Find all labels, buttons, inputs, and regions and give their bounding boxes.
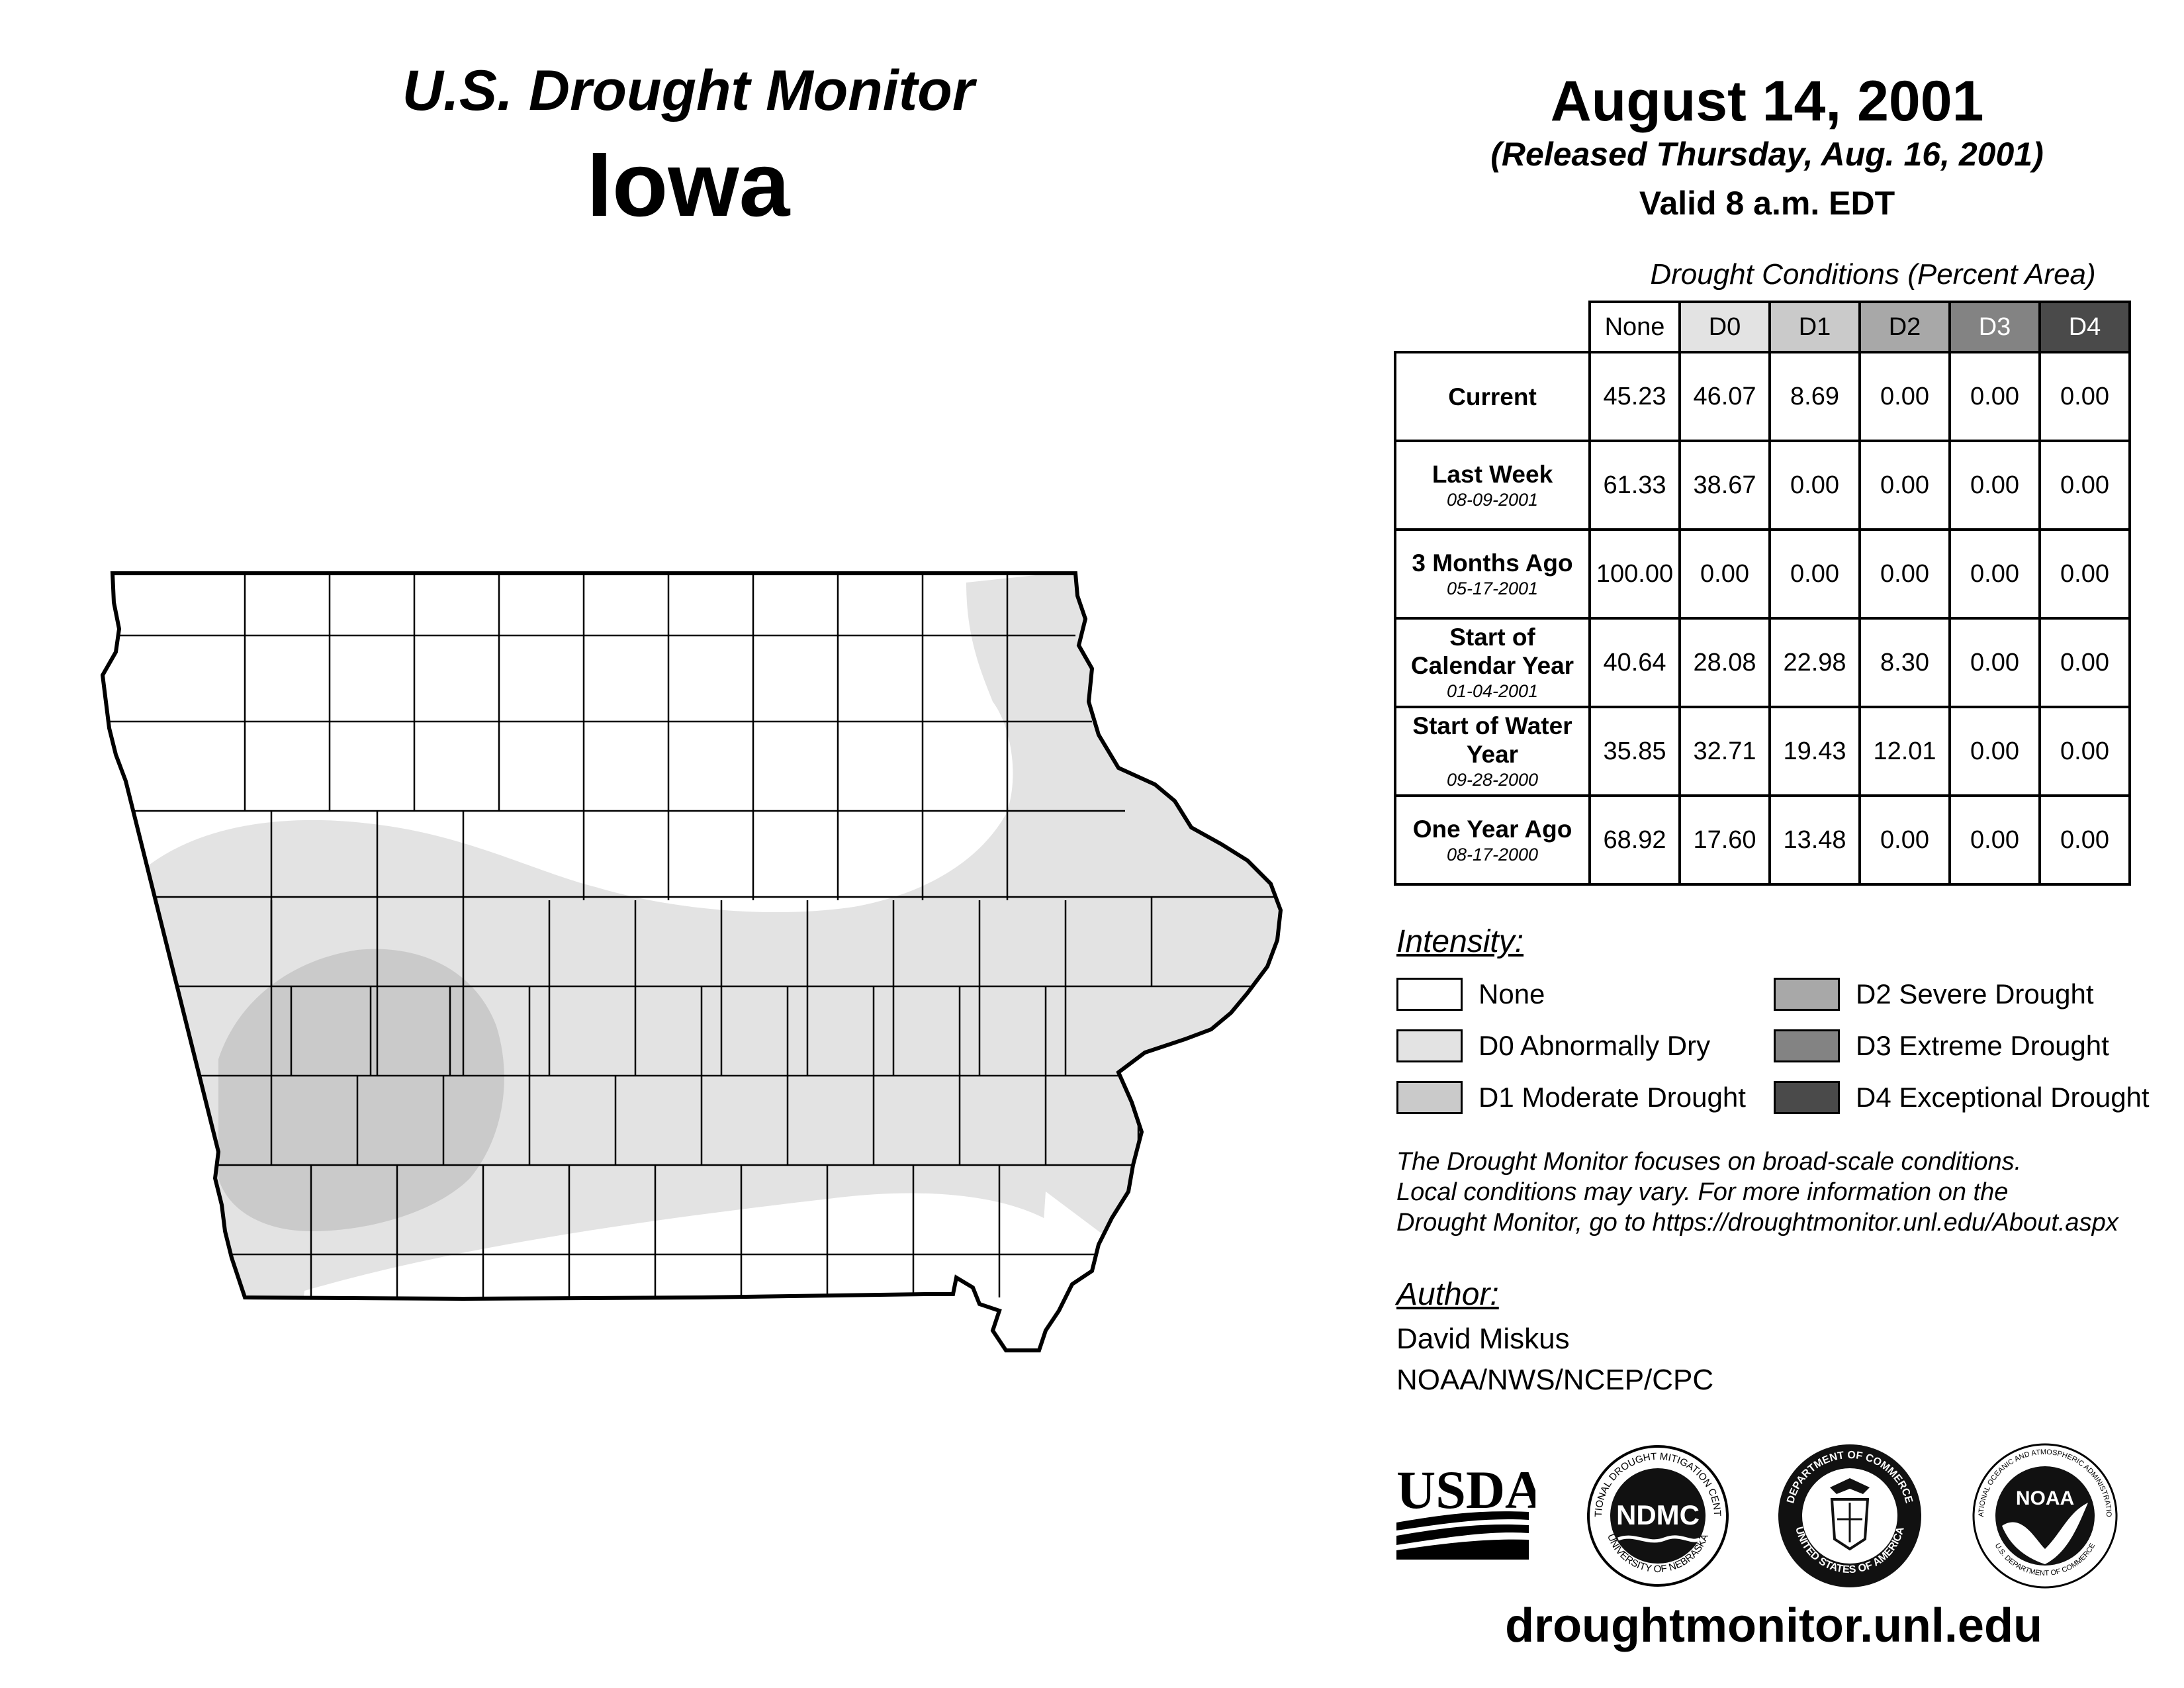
county-lines — [103, 573, 1281, 1297]
drought-conditions-table: None D0 D1 D2 D3 D4 Current 45.23 46.07 … — [1394, 301, 2131, 886]
usda-logo: USDA — [1396, 1460, 1535, 1560]
table-cell: 13.48 — [1768, 794, 1861, 886]
table-row: 3 Months Ago 05-17-2001 100.00 0.00 0.00 … — [1394, 528, 2131, 620]
table-row: Start of Calendar Year 01-04-2001 40.64 2… — [1394, 617, 2131, 708]
table-cell: 0.00 — [1948, 528, 2041, 620]
svg-text:USDA: USDA — [1396, 1460, 1535, 1520]
table-cell: 0.00 — [2038, 528, 2131, 620]
row-label: Last Week 08-09-2001 — [1394, 440, 1591, 531]
table-cell: 0.00 — [2038, 617, 2131, 708]
legend-item-none: None — [1396, 974, 1545, 1014]
table-cell: 100.00 — [1588, 528, 1681, 620]
state-name: Iowa — [586, 134, 790, 236]
svg-text:NOAA: NOAA — [2016, 1487, 2074, 1509]
table-cell: 8.69 — [1768, 351, 1861, 442]
table-cell: 0.00 — [1858, 351, 1951, 442]
d0-gap-east — [1032, 1192, 1138, 1350]
valid-date: August 14, 2001 — [1550, 70, 1984, 133]
col-header-d3: D3 — [1948, 301, 2041, 353]
doc-logo: DEPARTMENT OF COMMERCE UNITED STATES OF … — [1778, 1444, 1921, 1587]
author-heading: Author: — [1396, 1277, 1499, 1312]
col-header-d2: D2 — [1858, 301, 1951, 353]
legend-swatch — [1774, 978, 1840, 1011]
row-label: Start of Calendar Year 01-04-2001 — [1394, 617, 1591, 708]
table-row: Current 45.23 46.07 8.69 0.00 0.00 0.00 — [1394, 351, 2131, 442]
table-cell: 0.00 — [2038, 440, 2131, 531]
row-label: One Year Ago 08-17-2000 — [1394, 794, 1591, 886]
table-cell: 0.00 — [2038, 794, 2131, 886]
table-cell: 19.43 — [1768, 706, 1861, 797]
table-cell: 0.00 — [1678, 528, 1771, 620]
col-header-d1: D1 — [1768, 301, 1861, 353]
col-header-d4: D4 — [2038, 301, 2131, 353]
table-cell: 38.67 — [1678, 440, 1771, 531]
table-cell: 8.30 — [1858, 617, 1951, 708]
table-cell: 0.00 — [1948, 440, 2041, 531]
table-cell: 28.08 — [1678, 617, 1771, 708]
table-row: One Year Ago 08-17-2000 68.92 17.60 13.48… — [1394, 794, 2131, 886]
table-cell: 46.07 — [1678, 351, 1771, 442]
legend-item-d1: D1 Moderate Drought — [1396, 1078, 1746, 1117]
legend-item-d2: D2 Severe Drought — [1774, 974, 2094, 1014]
website-link[interactable]: droughtmonitor.unl.edu — [1505, 1599, 2042, 1652]
d1-region — [218, 949, 504, 1231]
table-cell: 35.85 — [1588, 706, 1681, 797]
table-cell: 68.92 — [1588, 794, 1681, 886]
ndmc-logo: NATIONAL DROUGHT MITIGATION CENTER UNIVE… — [1582, 1440, 1729, 1587]
legend-item-d4: D4 Exceptional Drought — [1774, 1078, 2150, 1117]
table-cell: 0.00 — [1948, 706, 2041, 797]
table-cell: 0.00 — [1948, 617, 2041, 708]
state-outline — [100, 571, 1283, 1352]
row-date: 05-17-2001 — [1446, 578, 1539, 598]
legend-title: Intensity: — [1396, 924, 1524, 959]
table-cell: 0.00 — [1948, 794, 2041, 886]
table-row: Last Week 08-09-2001 61.33 38.67 0.00 0.0… — [1394, 440, 2131, 531]
table-cell: 0.00 — [1768, 440, 1861, 531]
svg-text:NDMC: NDMC — [1616, 1499, 1700, 1530]
row-date: 01-04-2001 — [1446, 681, 1539, 701]
table-cell: 45.23 — [1588, 351, 1681, 442]
row-label: Current — [1394, 351, 1591, 442]
table-cell: 0.00 — [1858, 528, 1951, 620]
table-cell: 0.00 — [2038, 351, 2131, 442]
table-cell: 32.71 — [1678, 706, 1771, 797]
table-row: Start of Water Year 09-28-2000 35.85 32.7… — [1394, 706, 2131, 797]
valid-time: Valid 8 a.m. EDT — [1639, 185, 1895, 222]
row-date: 08-09-2001 — [1446, 489, 1539, 510]
table-cell: 0.00 — [1858, 794, 1951, 886]
map-title: U.S. Drought Monitor — [402, 59, 975, 122]
col-header-d0: D0 — [1678, 301, 1771, 353]
author-name: David Miskus — [1396, 1323, 1570, 1355]
legend: None D0 Abnormally Dry D1 Moderate Droug… — [1396, 974, 2177, 1120]
row-date: 08-17-2000 — [1446, 844, 1539, 865]
legend-swatch — [1396, 978, 1463, 1011]
table-cell: 0.00 — [1858, 440, 1951, 531]
row-label: 3 Months Ago 05-17-2001 — [1394, 528, 1591, 620]
table-header-row: None D0 D1 D2 D3 D4 — [1395, 301, 2131, 353]
legend-swatch — [1774, 1029, 1840, 1062]
legend-item-d3: D3 Extreme Drought — [1774, 1026, 2109, 1066]
release-date: (Released Thursday, Aug. 16, 2001) — [1490, 136, 2044, 173]
table-cell: 0.00 — [2038, 706, 2131, 797]
table-cell: 22.98 — [1768, 617, 1861, 708]
table-cell: 0.00 — [1768, 528, 1861, 620]
noaa-logo: NATIONAL OCEANIC AND ATMOSPHERIC ADMINIS… — [1969, 1440, 2118, 1589]
legend-swatch — [1396, 1081, 1463, 1114]
table-cell: 12.01 — [1858, 706, 1951, 797]
table-caption: Drought Conditions (Percent Area) — [1650, 258, 2096, 291]
table-cell: 40.64 — [1588, 617, 1681, 708]
row-label: Start of Water Year 09-28-2000 — [1394, 706, 1591, 797]
disclaimer-note: The Drought Monitor focuses on broad-sca… — [1396, 1148, 2118, 1237]
legend-swatch — [1396, 1029, 1463, 1062]
table-cell: 17.60 — [1678, 794, 1771, 886]
legend-item-d0: D0 Abnormally Dry — [1396, 1026, 1710, 1066]
table-corner — [1395, 302, 1590, 352]
col-header-none: None — [1588, 301, 1681, 353]
table-cell: 61.33 — [1588, 440, 1681, 531]
author-org: NOAA/NWS/NCEP/CPC — [1396, 1364, 1714, 1396]
row-date: 09-28-2000 — [1446, 770, 1539, 790]
iowa-drought-map — [100, 571, 1283, 1352]
legend-swatch — [1774, 1081, 1840, 1114]
table-cell: 0.00 — [1948, 351, 2041, 442]
